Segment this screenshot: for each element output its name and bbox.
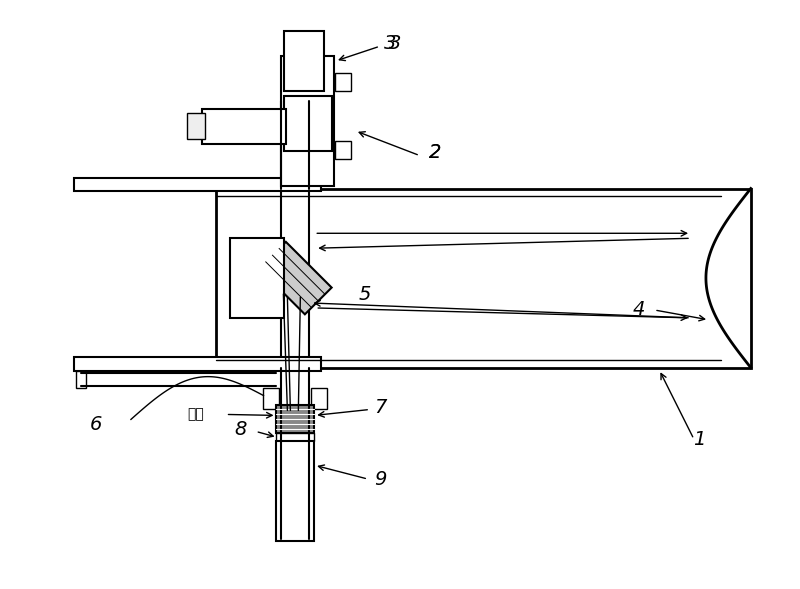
Text: 8: 8: [234, 420, 246, 439]
Bar: [230, 239, 285, 318]
Bar: [186, 113, 205, 139]
Bar: [282, 188, 310, 368]
Bar: [216, 188, 750, 368]
Text: 5: 5: [359, 286, 371, 305]
Text: 焦点: 焦点: [187, 408, 204, 422]
Text: 3: 3: [389, 34, 402, 52]
Text: 1: 1: [693, 430, 705, 449]
Text: 7: 7: [374, 398, 386, 417]
Bar: [263, 388, 279, 409]
Bar: [76, 370, 86, 388]
Text: 3: 3: [384, 34, 396, 52]
Bar: [282, 56, 334, 186]
Bar: [74, 357, 322, 370]
Bar: [311, 388, 327, 409]
Bar: [285, 96, 332, 151]
Bar: [285, 31, 324, 91]
Bar: [277, 405, 314, 434]
Bar: [335, 141, 351, 158]
Polygon shape: [259, 242, 332, 315]
Text: 9: 9: [374, 469, 386, 489]
Bar: [74, 177, 322, 191]
Bar: [202, 109, 286, 144]
Bar: [277, 441, 314, 541]
Bar: [335, 73, 351, 91]
Text: 2: 2: [429, 143, 441, 162]
Text: 4: 4: [633, 300, 646, 319]
Text: 2: 2: [429, 143, 441, 162]
Text: 6: 6: [90, 415, 102, 434]
Bar: [277, 434, 314, 441]
